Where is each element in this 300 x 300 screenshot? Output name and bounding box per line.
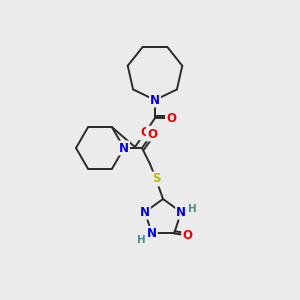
Text: N: N	[150, 94, 160, 106]
Text: S: S	[152, 172, 160, 185]
Text: N: N	[176, 206, 186, 219]
Text: O: O	[182, 229, 192, 242]
Text: O: O	[140, 127, 150, 140]
Text: H: H	[188, 204, 197, 214]
Text: N: N	[119, 142, 129, 154]
Text: O: O	[147, 128, 157, 140]
Text: O: O	[166, 112, 176, 124]
Text: N: N	[147, 227, 157, 240]
Text: H: H	[137, 236, 146, 245]
Text: N: N	[140, 206, 150, 219]
